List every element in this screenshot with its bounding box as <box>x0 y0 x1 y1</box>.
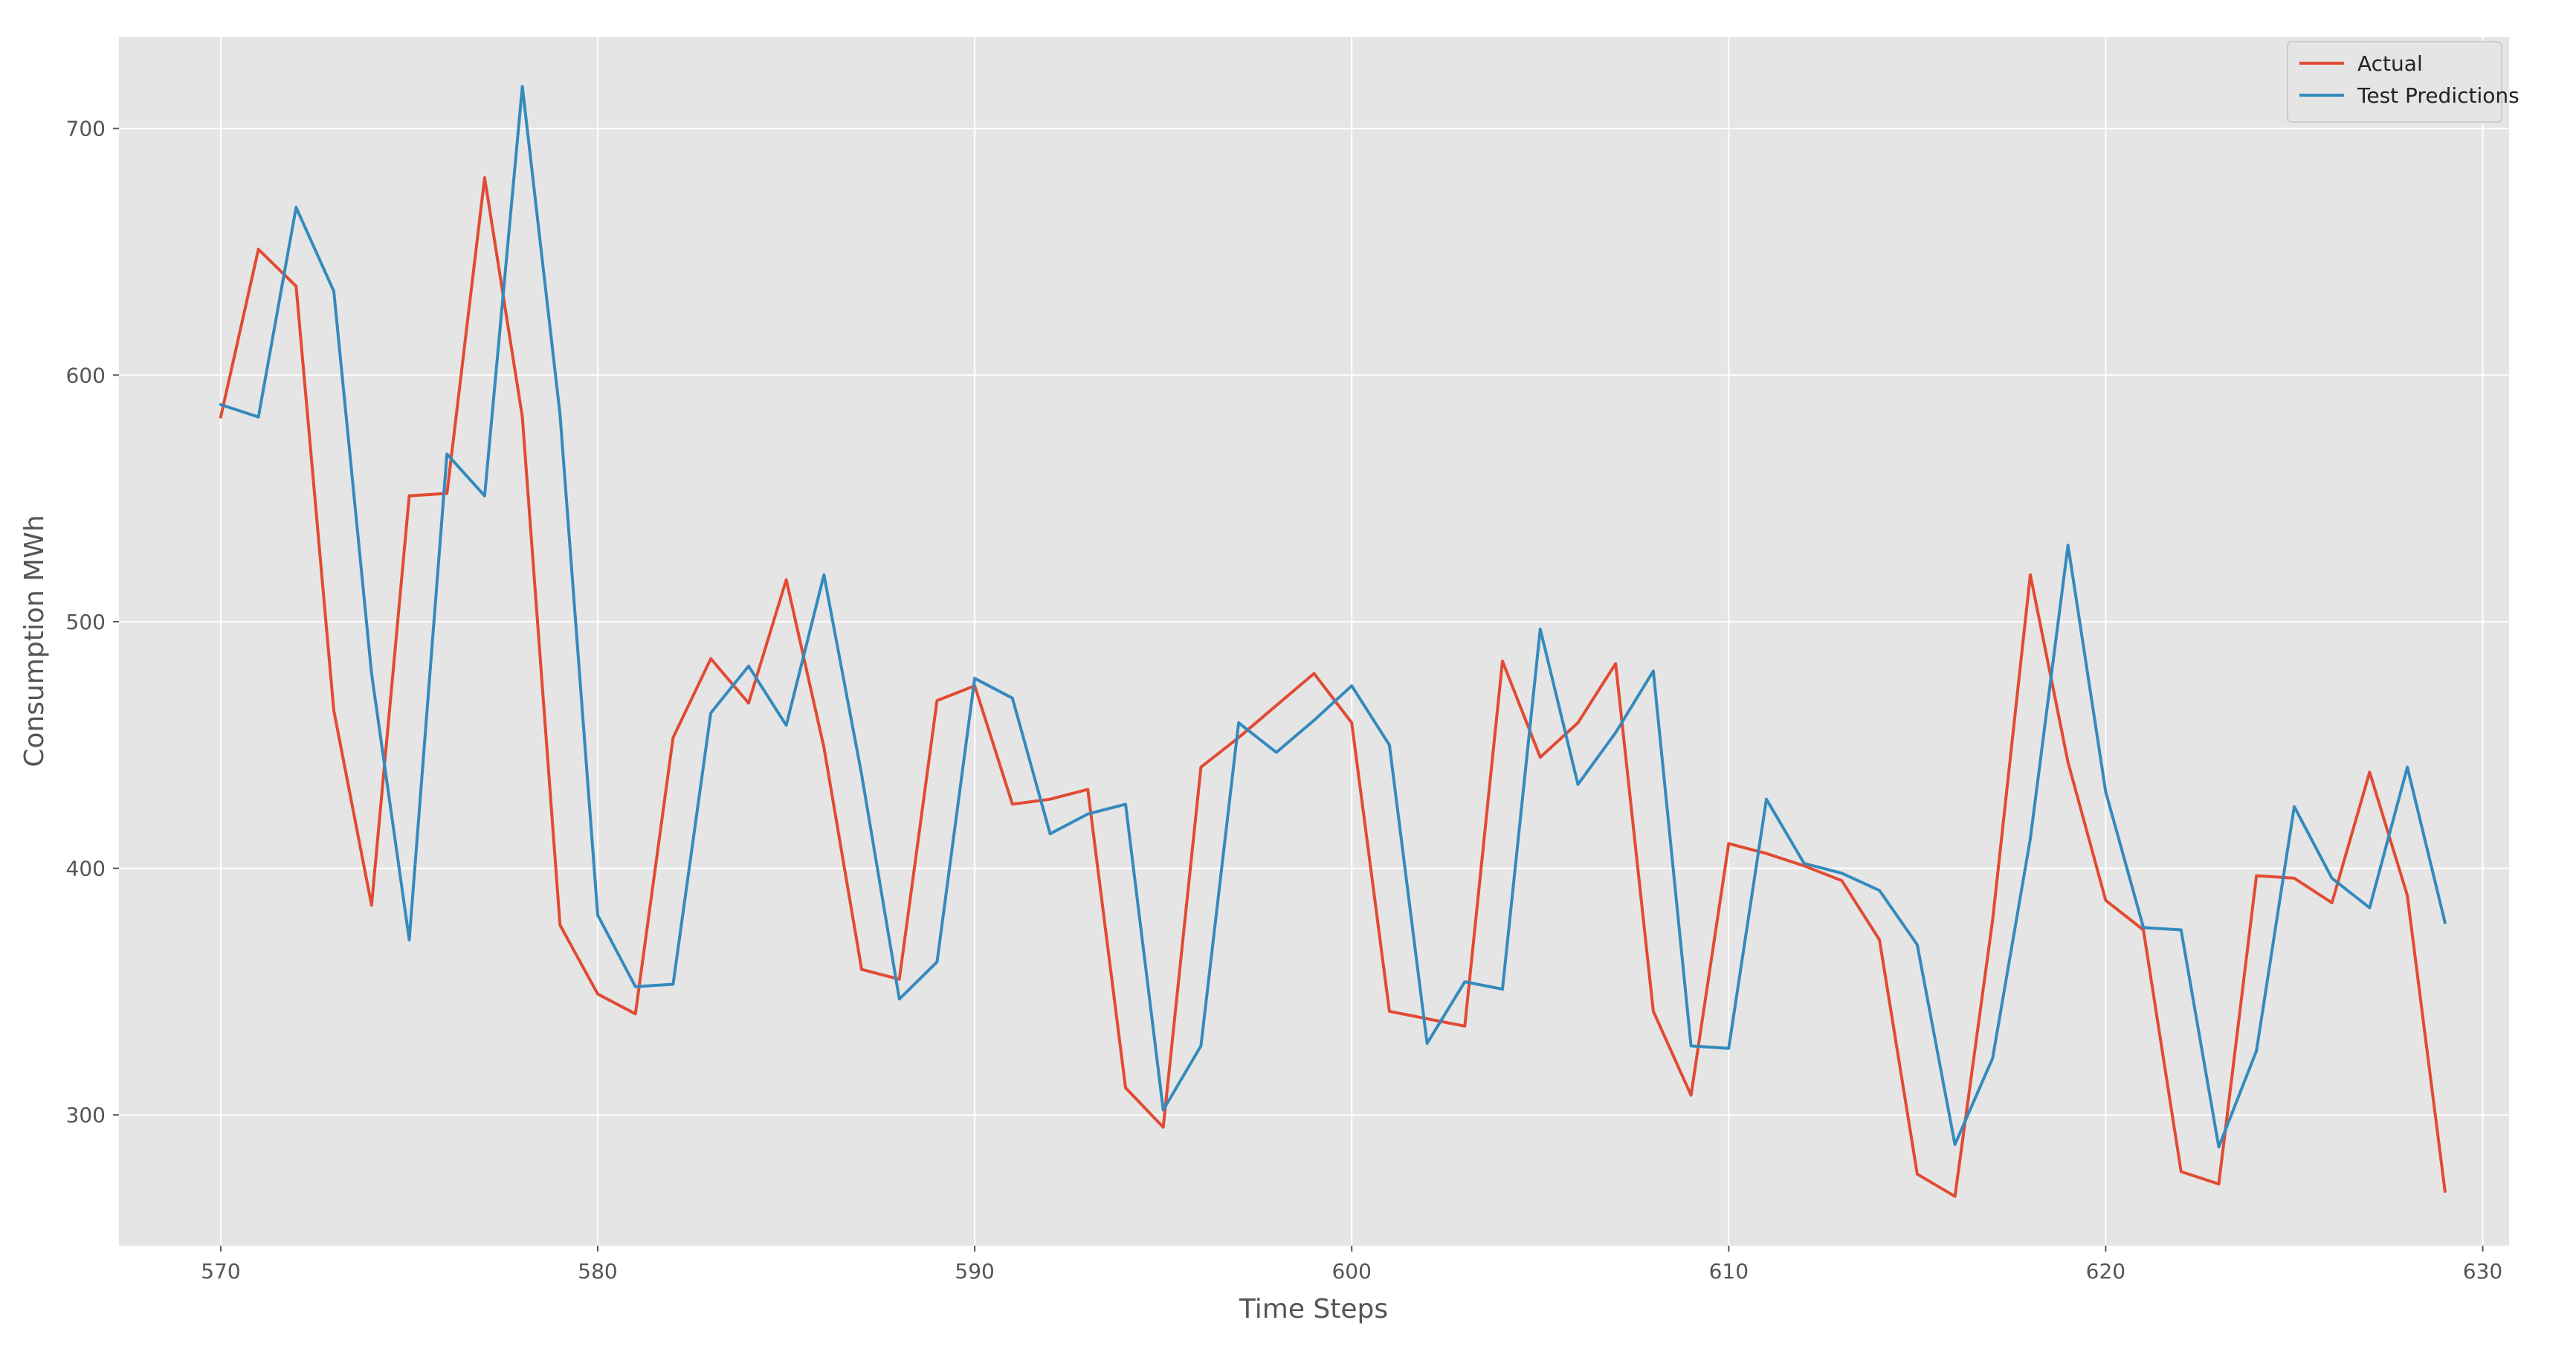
series-line-actual <box>219 176 2447 1198</box>
x-tick-label: 620 <box>2086 1259 2125 1284</box>
x-tick-label: 570 <box>201 1259 240 1284</box>
y-tick-label: 400 <box>66 857 106 881</box>
y-tick-label: 700 <box>66 117 106 141</box>
y-axis-label: Consumption MWh <box>19 515 50 767</box>
x-tick-label: 600 <box>1331 1259 1371 1284</box>
x-tick-label: 590 <box>955 1259 994 1284</box>
axis-ticks: 570 580 590 600 610 620 630 300 400 500 600 700 <box>66 117 2503 1284</box>
legend: Actual Test Predictions <box>2287 41 2519 123</box>
x-tick-label: 630 <box>2463 1259 2502 1284</box>
x-tick-label: 610 <box>1709 1259 1749 1284</box>
x-axis-label: Time Steps <box>1239 1294 1388 1324</box>
y-tick-label: 600 <box>66 363 106 387</box>
y-tick-label: 500 <box>66 610 106 634</box>
legend-label-test-predictions: Test Predictions <box>2357 83 2519 108</box>
x-tick-label: 580 <box>578 1259 617 1284</box>
y-tick-label: 300 <box>66 1103 106 1127</box>
series-lines <box>219 85 2447 1198</box>
series-line-test-predictions <box>219 85 2447 1149</box>
legend-label-actual: Actual <box>2357 51 2423 76</box>
plot-area <box>119 37 2509 1246</box>
